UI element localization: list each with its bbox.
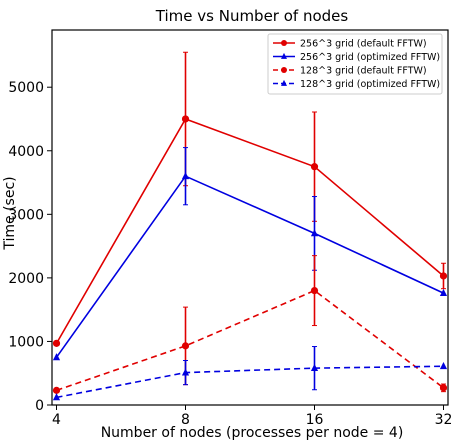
legend-box (267, 33, 443, 95)
legend-label: 128^3 grid (optimized FFTW) (300, 79, 440, 90)
series-1-point (52, 339, 61, 347)
series-2-point (181, 171, 190, 180)
series-4-point (310, 363, 319, 372)
series-4-point (52, 393, 61, 401)
legend-marker (281, 67, 287, 73)
legend-marker (281, 79, 287, 86)
legend-marker (281, 40, 287, 46)
y-tick-label: 4000 (8, 144, 44, 160)
series-1-line (55, 117, 445, 344)
y-tick-label: 3000 (8, 207, 44, 223)
y-tick-label: 2000 (8, 271, 44, 287)
series-2-point (439, 288, 448, 297)
y-tick-label: 1000 (8, 334, 44, 350)
legend-marker (281, 52, 287, 59)
x-axis-label: Number of nodes (processes per node = 4) (101, 425, 404, 441)
series-1-point (439, 272, 448, 280)
legend-label: 256^3 grid (optimized FFTW) (300, 52, 440, 63)
series-3-point (439, 384, 448, 392)
series-2-line (55, 175, 444, 358)
y-tick-label: 0 (35, 398, 44, 414)
series-3-point (310, 286, 319, 295)
x-tick-label: 4 (52, 412, 61, 428)
y-axis-label: Time (sec) (2, 176, 18, 250)
legend: 256^3 grid (default FFTW) 256^3 grid (opt… (267, 33, 443, 95)
series-3-point (181, 342, 190, 350)
axes-frame (51, 29, 449, 406)
series-3-point (52, 386, 61, 394)
chart-title: Time vs Number of nodes (155, 7, 349, 25)
x-tick-label: 8 (181, 412, 190, 428)
x-tick-label: 32 (435, 412, 453, 428)
legend-label: 256^3 grid (default FFTW) (300, 39, 427, 50)
series-2-point (52, 353, 61, 361)
series-3-line (56, 289, 444, 392)
plot-area: 0 1000 2000 3000 4000 5000 4 8 16 32 (8, 29, 453, 428)
series-4-point (439, 362, 448, 370)
series-4-point (181, 368, 190, 376)
y-tick-label: 5000 (8, 80, 44, 96)
series-2-point (310, 229, 319, 237)
series-1-point (310, 163, 319, 171)
series-1-point (181, 115, 190, 123)
series-4-line (56, 365, 444, 399)
legend-label: 128^3 grid (default FFTW) (300, 66, 427, 77)
x-tick-label: 16 (306, 412, 324, 428)
